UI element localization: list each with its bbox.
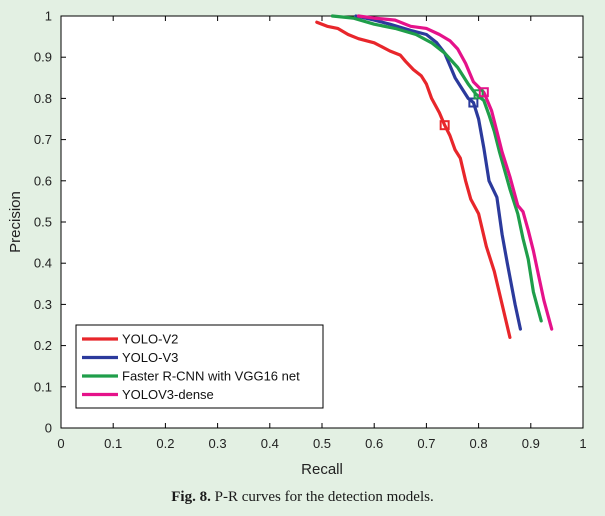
x-tick-label: 0.8 (470, 436, 488, 451)
y-axis-label: Precision (7, 191, 24, 253)
series-marker-1 (468, 97, 479, 108)
y-tick-label: 0 (45, 421, 52, 436)
x-tick-label: 0.3 (209, 436, 227, 451)
x-tick-label: 0.9 (522, 436, 540, 451)
y-tick-label: 0.5 (34, 215, 52, 230)
x-tick-label: 0.7 (417, 436, 435, 451)
x-tick-label: 0.5 (313, 436, 331, 451)
x-tick-label: 0.2 (156, 436, 174, 451)
series-line-2 (330, 14, 543, 323)
x-tick-label: 1 (579, 436, 586, 451)
legend: YOLO-V2 YOLO-V3 Faster R-CNN with VGG16 ne… (75, 324, 324, 409)
figure-caption: Fig. 8. P-R curves for the detection mod… (0, 489, 605, 506)
y-tick-label: 0.3 (34, 297, 52, 312)
series-marker-3 (478, 87, 489, 98)
x-tick-label: 0.1 (104, 436, 122, 451)
y-tick-label: 0.2 (34, 338, 52, 353)
x-tick-label: 0.6 (365, 436, 383, 451)
series-line-1 (354, 14, 522, 331)
y-tick-label: 0.7 (34, 132, 52, 147)
y-tick-label: 0.4 (34, 256, 52, 271)
legend-label: YOLOV3-dense (122, 387, 214, 402)
series-line-0 (315, 20, 512, 339)
legend-label: Faster R-CNN with VGG16 net (122, 369, 300, 384)
caption-text: P-R curves for the detection models. (214, 489, 434, 505)
y-tick-label: 0.8 (34, 91, 52, 106)
x-axis-label: Recall (301, 461, 343, 478)
series-markers (439, 87, 489, 131)
y-tick-label: 0.6 (34, 173, 52, 188)
caption-label: Fig. 8. (171, 489, 211, 505)
pr-chart: 0 0.1 0.2 0.3 0.4 0.5 0.6 0.7 0.8 0.9 1 0 0.1 0.2 0.3 0… (7, 9, 587, 479)
series-marker-0 (439, 120, 450, 131)
series-line-3 (356, 14, 554, 331)
y-tick-label: 1 (45, 9, 52, 24)
x-tick-label: 0 (57, 436, 64, 451)
y-tick-label: 0.1 (34, 379, 52, 394)
y-tick-label: 0.9 (34, 50, 52, 65)
series-marker-2 (473, 89, 484, 100)
axis-ticks: 0 0.1 0.2 0.3 0.4 0.5 0.6 0.7 0.8 0.9 1 0 0.1 0.2 0.3 0… (34, 9, 587, 452)
legend-label: YOLO-V2 (122, 332, 178, 347)
legend-label: YOLO-V3 (122, 350, 178, 365)
series-lines (315, 14, 554, 339)
x-tick-label: 0.4 (261, 436, 279, 451)
